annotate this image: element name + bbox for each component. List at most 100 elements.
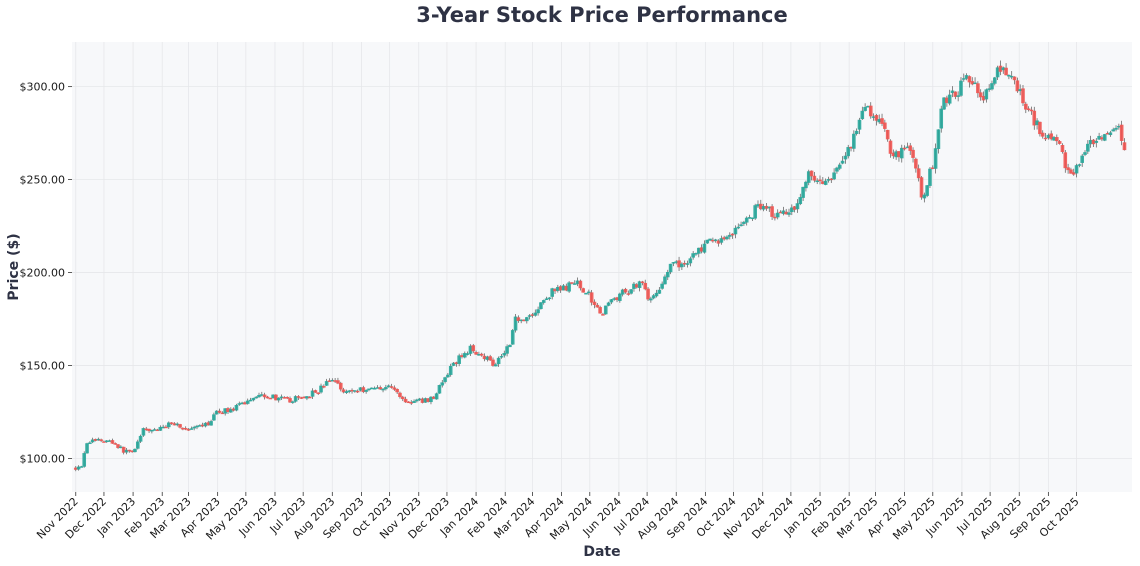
candle-up — [1094, 140, 1099, 143]
candle-up — [347, 390, 352, 392]
candle-down — [558, 286, 563, 291]
candle-up — [1077, 164, 1082, 166]
candle-up — [375, 387, 380, 389]
candle-down — [1026, 108, 1031, 111]
candle-up — [835, 167, 839, 172]
candle-up — [866, 105, 870, 108]
candle-down — [127, 449, 132, 452]
candle-down — [711, 239, 715, 242]
candle-down — [226, 408, 230, 412]
candle-down — [378, 387, 383, 390]
candle-down — [792, 206, 797, 210]
candle-down — [953, 91, 958, 97]
candle-up — [637, 281, 642, 288]
candle-up — [736, 226, 741, 229]
candle-up — [158, 426, 163, 431]
candle-up — [104, 440, 109, 442]
candle-down — [1055, 137, 1059, 142]
candle-down — [615, 297, 619, 301]
candle-up — [925, 185, 929, 196]
candle-down — [626, 293, 631, 295]
candle-down — [595, 304, 600, 308]
candle-up — [544, 298, 549, 300]
candle-up — [863, 107, 867, 111]
candle-down — [919, 177, 924, 198]
candle-up — [787, 212, 791, 215]
candle-up — [575, 280, 580, 285]
candle-up — [358, 387, 363, 391]
y-axis-ticks: $100.00 $150.00 $200.00 $250.00 $300.00 — [20, 81, 72, 466]
candle-up — [1074, 165, 1079, 174]
y-tick-label: $300.00 — [20, 81, 66, 94]
candle-up — [547, 297, 552, 300]
candle-down — [967, 76, 972, 83]
candle-up — [959, 80, 963, 96]
candle-up — [152, 429, 157, 431]
candle-down — [623, 288, 628, 293]
candle-down — [1063, 152, 1068, 169]
candle-down — [911, 149, 915, 158]
candle-down — [395, 388, 399, 393]
candle-up — [668, 263, 673, 273]
candle-up — [369, 387, 374, 390]
candle-up — [587, 291, 591, 294]
candle-down — [1119, 124, 1124, 141]
candle-up — [688, 258, 693, 264]
candle-up — [612, 298, 617, 300]
candle-up — [502, 353, 507, 356]
candle-up — [733, 227, 738, 235]
candle-down — [1004, 67, 1008, 76]
candle-up — [324, 381, 329, 386]
candle-down — [821, 181, 825, 184]
candle-up — [237, 403, 242, 405]
candle-up — [744, 217, 749, 223]
candle-up — [330, 379, 335, 382]
candle-down — [491, 359, 495, 366]
candle-down — [773, 216, 777, 219]
candle-up — [76, 466, 81, 470]
candle-up — [415, 399, 419, 402]
candle-down — [1049, 133, 1053, 140]
candle-up — [1080, 155, 1084, 163]
candle-down — [1100, 137, 1104, 140]
candle-down — [998, 65, 1003, 72]
candle-up — [519, 319, 523, 322]
candle-down — [338, 382, 343, 390]
candle-up — [372, 388, 377, 390]
candle-down — [488, 356, 492, 361]
candle-up — [609, 299, 614, 303]
candle-up — [961, 78, 966, 80]
candle-down — [181, 427, 185, 430]
candle-down — [945, 97, 949, 103]
candle-up — [713, 239, 718, 241]
candle-up — [756, 204, 760, 207]
candle-up — [434, 393, 439, 400]
candle-up — [465, 353, 470, 355]
candle-down — [1043, 137, 1048, 140]
candle-up — [781, 210, 786, 214]
candle-up — [257, 394, 261, 398]
candle-down — [327, 380, 332, 382]
candle-up — [947, 94, 952, 104]
y-tick-label: $150.00 — [20, 360, 66, 373]
candle-down — [1060, 144, 1065, 152]
candle-up — [344, 391, 349, 393]
candle-down — [883, 122, 887, 129]
candle-up — [1114, 127, 1118, 130]
candle-up — [189, 428, 194, 430]
candle-up — [513, 316, 518, 331]
candle-up — [654, 292, 659, 297]
candle-down — [818, 179, 822, 182]
candle-up — [761, 206, 766, 210]
candle-up — [1086, 143, 1090, 152]
candle-down — [113, 443, 118, 445]
candle-up — [860, 110, 865, 120]
candle-up — [933, 148, 938, 169]
candle-up — [429, 396, 433, 403]
candle-up — [1035, 120, 1039, 126]
candle-up — [1052, 137, 1056, 141]
candle-up — [685, 263, 690, 265]
candle-down — [1038, 121, 1042, 135]
candle-down — [454, 362, 459, 365]
